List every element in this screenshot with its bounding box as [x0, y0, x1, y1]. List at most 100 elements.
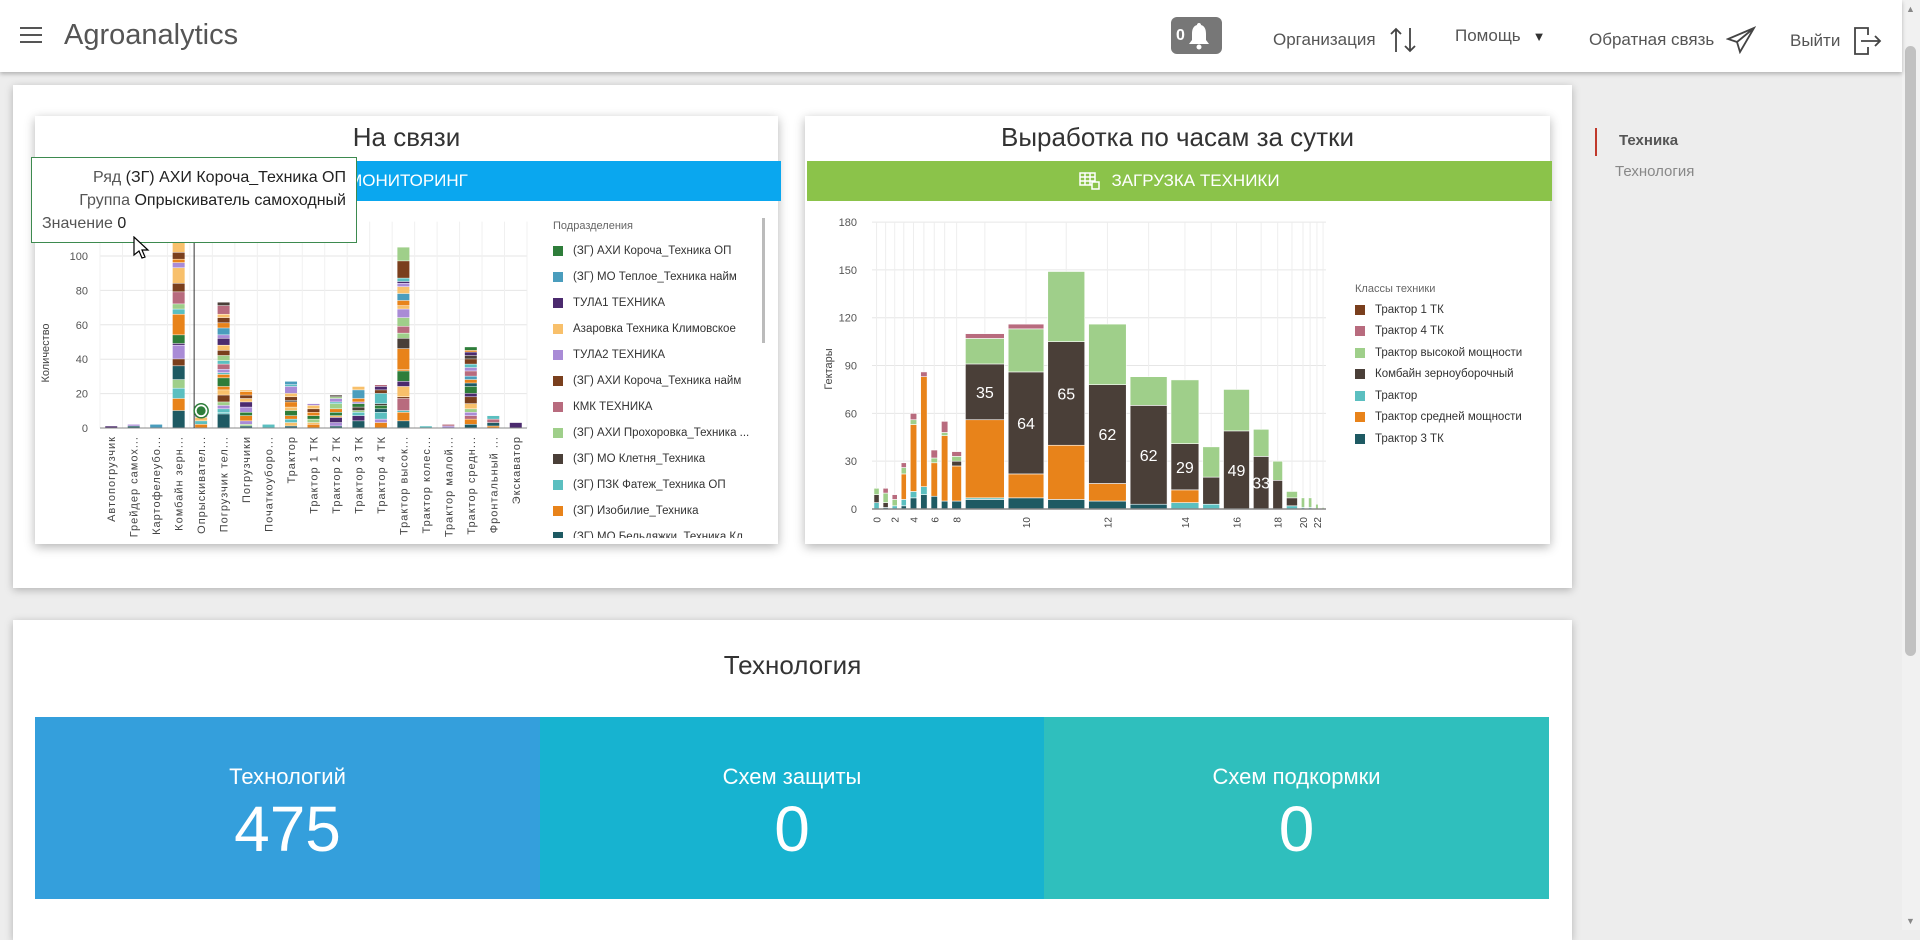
bar-segment	[442, 424, 455, 426]
bar-segment	[397, 326, 410, 333]
bar-segment	[397, 305, 410, 309]
bar-segment	[217, 390, 230, 395]
bar-segment	[891, 494, 898, 500]
x-tick-label: Погрузчик тел...	[219, 436, 231, 532]
bar-segment	[285, 381, 298, 385]
bar-segment	[240, 398, 253, 402]
bar-segment	[464, 355, 477, 359]
x-tick-label: 18	[1274, 517, 1285, 529]
bar-segment	[397, 421, 410, 428]
legend-swatch	[553, 480, 563, 490]
sidenav-item-technology[interactable]: Технология	[1615, 163, 1695, 180]
bar-segment	[172, 335, 185, 344]
bar-segment	[285, 415, 298, 419]
bar-segment	[464, 393, 477, 397]
legend-item[interactable]: КМК ТЕХНИКА	[553, 394, 763, 420]
bar-segment	[285, 410, 298, 416]
bar-segment	[285, 407, 298, 411]
legend-item[interactable]: (ЗГ) МО Бельдяжки_Техника Кл...	[553, 524, 763, 538]
legend-item[interactable]: (ЗГ) АХИ Короча_Техника ОП	[553, 238, 763, 264]
bar-segment	[1286, 491, 1298, 499]
legend-swatch	[1355, 369, 1365, 380]
legend-scrollbar[interactable]	[762, 218, 765, 343]
bar-segment	[240, 424, 253, 426]
bar-segment	[217, 302, 230, 306]
x-tick-label: Автопогрузчик	[106, 436, 118, 522]
scrollbar-thumb[interactable]	[1905, 46, 1916, 656]
scroll-down-icon[interactable]: ▼	[1906, 916, 1915, 926]
legend-swatch	[1355, 304, 1365, 315]
y-tick-label: 60	[845, 408, 857, 420]
tile-feeding-schemes[interactable]: Схем подкормки 0	[1044, 717, 1549, 899]
bar-segment	[352, 410, 365, 413]
y-tick-label: 80	[76, 285, 88, 297]
bar-segment	[329, 422, 342, 426]
data-label: 62	[1140, 448, 1158, 465]
legend-item[interactable]: Азаровка Техника Климовское	[553, 316, 763, 342]
equipment-load-button[interactable]: ЗАГРУЗКА ТЕХНИКИ	[807, 161, 1552, 201]
sidenav-item-equipment[interactable]: Техника	[1619, 132, 1679, 149]
organization-button[interactable]: Организация	[1273, 26, 1418, 54]
bar-segment	[882, 502, 889, 508]
x-tick-label: Экскаватор	[511, 436, 523, 504]
bar-segment	[1088, 500, 1127, 510]
tile-protection-schemes[interactable]: Схем защиты 0	[540, 717, 1044, 899]
bar-segment	[329, 395, 342, 397]
legend-item[interactable]: ТУЛА2 ТЕХНИКА	[553, 342, 763, 368]
legend-label: КМК ТЕХНИКА	[573, 401, 653, 413]
bar-segment	[329, 402, 342, 404]
bar-segment	[397, 369, 410, 371]
bar-segment	[150, 424, 163, 428]
bar-segment	[307, 403, 320, 406]
online-legend-title: Подразделения	[553, 220, 633, 232]
bar-segment	[1007, 497, 1045, 510]
bar-segment	[397, 338, 410, 349]
legend-item[interactable]: Трактор высокой мощности	[1355, 342, 1522, 364]
logout-button[interactable]: Выйти	[1790, 26, 1882, 56]
legend-label: (ЗГ) АХИ Короча_Техника ОП	[573, 245, 732, 257]
legend-swatch	[553, 272, 563, 282]
notifications-button[interactable]: 0	[1171, 17, 1222, 54]
feedback-button[interactable]: Обратная связь	[1589, 26, 1757, 54]
bar-segment	[1253, 429, 1270, 457]
app-title[interactable]: Agroanalytics	[64, 19, 239, 51]
legend-item[interactable]: ТУЛА1 ТЕХНИКА	[553, 290, 763, 316]
legend-item[interactable]: (ЗГ) ПЗК Фатеж_Техника ОП	[553, 472, 763, 498]
legend-item[interactable]: Трактор 4 ТК	[1355, 321, 1522, 343]
legend-swatch	[553, 402, 563, 412]
bar-segment	[464, 397, 477, 404]
bar-segment	[352, 415, 365, 421]
legend-item[interactable]: Трактор средней мощности	[1355, 407, 1522, 429]
bar-segment	[217, 372, 230, 375]
legend-item[interactable]: (ЗГ) АХИ Короча_Техника найм	[553, 368, 763, 394]
legend-item[interactable]: (ЗГ) МО Клетня_Техника	[553, 446, 763, 472]
legend-item[interactable]: (ЗГ) Изобилие_Техника	[553, 498, 763, 524]
legend-label: Трактор 4 ТК	[1375, 325, 1444, 338]
bar-segment	[965, 419, 1005, 499]
bar-segment	[464, 415, 477, 419]
legend-item[interactable]: (ЗГ) МО Теплое_Техника найм	[553, 264, 763, 290]
legend-item[interactable]: Трактор 3 ТК	[1355, 428, 1522, 450]
bar-segment	[1308, 497, 1313, 508]
bar-segment	[930, 495, 938, 510]
tile-technologies[interactable]: Технологий 475	[35, 717, 540, 899]
help-dropdown[interactable]: Помощь ▼	[1455, 26, 1546, 46]
legend-item[interactable]: Трактор 1 ТК	[1355, 299, 1522, 321]
legend-label: (ЗГ) МО Теплое_Техника найм	[573, 271, 737, 283]
bar-segment	[307, 419, 320, 423]
bar-segment	[1047, 341, 1086, 446]
tile-value: 0	[1278, 793, 1315, 865]
bar-segment	[464, 379, 477, 383]
bar-segment	[172, 398, 185, 411]
scroll-up-icon[interactable]: ▲	[1906, 4, 1915, 14]
bar-segment	[487, 426, 500, 428]
bar-segment	[172, 345, 185, 359]
bar-segment	[285, 426, 298, 428]
bar-segment	[951, 456, 962, 462]
legend-item[interactable]: Комбайн зерноуборочный	[1355, 364, 1522, 386]
legend-swatch	[553, 298, 563, 308]
bar-segment	[217, 338, 230, 345]
legend-item[interactable]: Трактор	[1355, 385, 1522, 407]
menu-icon[interactable]	[20, 27, 42, 45]
legend-item[interactable]: (ЗГ) АХИ Прохоровка_Техника ...	[553, 420, 763, 446]
